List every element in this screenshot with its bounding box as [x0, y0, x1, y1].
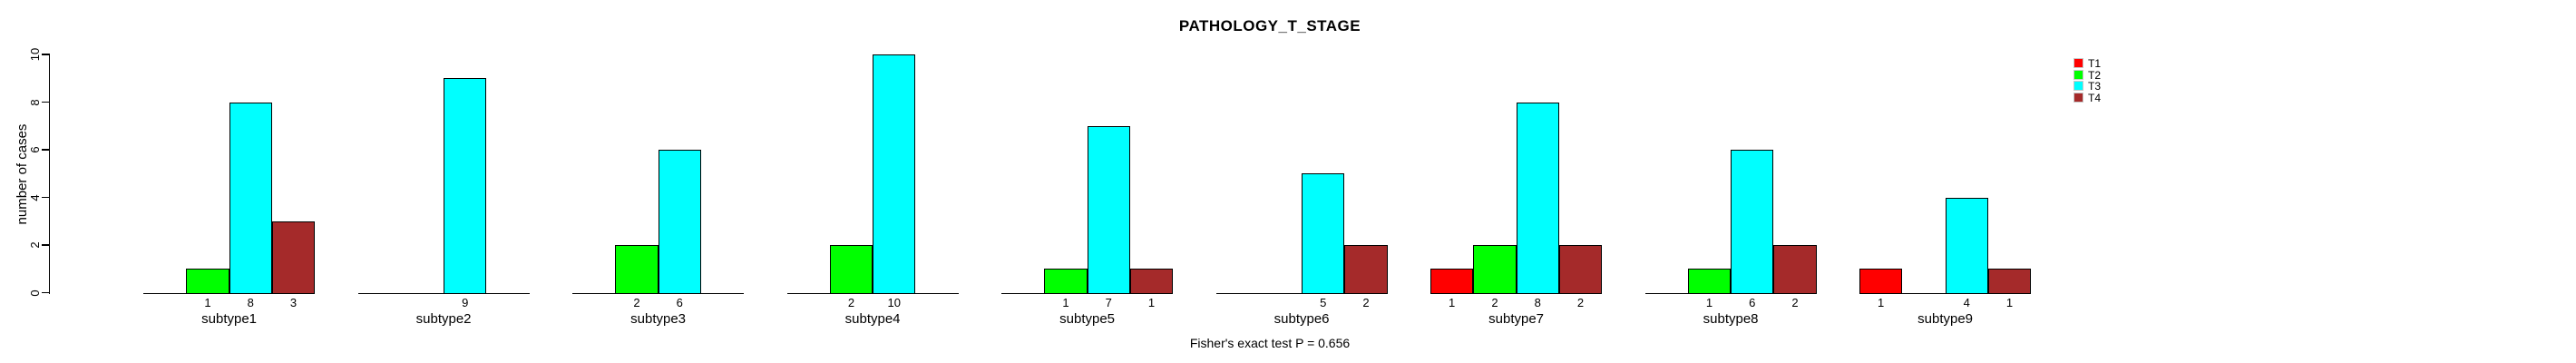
bar-value-label: 6	[676, 296, 683, 309]
y-axis-line	[48, 54, 50, 294]
x-axis-category-label: subtype3	[630, 311, 687, 327]
bar	[873, 54, 916, 294]
bar	[1773, 245, 1817, 294]
bar-value-label: 7	[1105, 296, 1112, 309]
bar	[1044, 269, 1088, 294]
y-axis-tick	[42, 244, 50, 246]
legend-label: T1	[2088, 57, 2102, 70]
bar-value-label: 1	[2005, 296, 2014, 309]
bar	[1302, 173, 1345, 294]
bar	[444, 78, 487, 294]
bar-value-label: 1	[1062, 296, 1069, 309]
bar-value-label: 5	[1320, 296, 1327, 309]
y-axis-tick	[42, 101, 50, 103]
x-axis-category-label: subtype6	[1273, 311, 1330, 327]
chart-title: PATHOLOGY_T_STAGE	[1178, 17, 1361, 34]
y-axis-tick-label: 4	[27, 193, 42, 201]
bar-value-label: 1	[1449, 296, 1456, 309]
bar-value-label: 2	[1491, 296, 1498, 309]
bar-value-label: 9	[462, 296, 469, 309]
bar-value-label: 2	[1362, 296, 1370, 309]
legend-label: T3	[2088, 80, 2102, 93]
y-axis-tick-label: 8	[27, 98, 42, 106]
bar-value-label: 1	[204, 296, 211, 309]
x-axis-category-label: subtype2	[415, 311, 472, 327]
bar	[1987, 269, 2032, 294]
bar-value-label: 6	[1749, 296, 1756, 309]
y-axis-tick-label: 10	[27, 47, 42, 62]
y-axis-tick	[42, 54, 50, 55]
x-axis-category-label: subtype7	[1488, 311, 1545, 327]
legend-swatch-t3	[2073, 81, 2083, 92]
bar-value-label: 2	[633, 296, 640, 309]
bar	[1859, 269, 1903, 294]
bar-value-label: 1	[1705, 296, 1713, 309]
bar-value-label: 2	[1576, 296, 1585, 309]
bar	[1087, 125, 1130, 294]
x-axis-category-label: subtype5	[1059, 311, 1116, 327]
legend-label: T2	[2088, 68, 2102, 82]
x-axis-category-label: subtype8	[1703, 311, 1759, 327]
x-axis-category-label: subtype9	[1917, 311, 1974, 327]
bar	[1430, 269, 1474, 294]
y-axis-tick-label: 6	[27, 146, 42, 153]
y-axis-tick-label: 0	[27, 289, 42, 297]
bar	[229, 102, 272, 294]
legend-swatch-t4	[2073, 93, 2083, 103]
bar-value-label: 2	[847, 296, 855, 309]
bar	[1344, 245, 1388, 294]
y-axis-tick	[42, 196, 50, 199]
bar	[615, 245, 659, 294]
bar-value-label: 1	[1878, 296, 1885, 309]
y-axis-tick	[42, 291, 50, 294]
bar	[658, 150, 701, 294]
bar	[1687, 269, 1732, 294]
bar-value-label: 10	[887, 296, 901, 309]
bar-value-label: 8	[1534, 296, 1541, 309]
legend-swatch-t2	[2073, 69, 2083, 80]
x-axis-category-label: subtype4	[844, 311, 901, 327]
fisher-test-annotation: Fisher's exact test P = 0.656	[1189, 336, 1351, 350]
bar	[1945, 197, 1988, 294]
bar	[829, 245, 873, 294]
y-axis-title: number of cases	[15, 123, 30, 225]
bar	[186, 269, 229, 294]
bar	[1731, 150, 1774, 294]
bar	[1558, 245, 1603, 294]
legend-label: T4	[2088, 92, 2102, 105]
y-axis-tick	[42, 149, 50, 151]
x-axis-category-label: subtype1	[201, 311, 258, 327]
bar	[1129, 269, 1174, 294]
bar-value-label: 2	[1791, 296, 1799, 309]
legend-swatch-t1	[2073, 58, 2083, 68]
bar-value-label: 8	[247, 296, 254, 309]
bar	[1473, 245, 1517, 294]
bar-value-label: 1	[1147, 296, 1156, 309]
bar-value-label: 3	[289, 296, 298, 309]
y-axis-tick-label: 2	[27, 241, 42, 249]
bar-value-label: 4	[1963, 296, 1970, 309]
bar	[1516, 102, 1559, 294]
bar	[271, 221, 316, 294]
